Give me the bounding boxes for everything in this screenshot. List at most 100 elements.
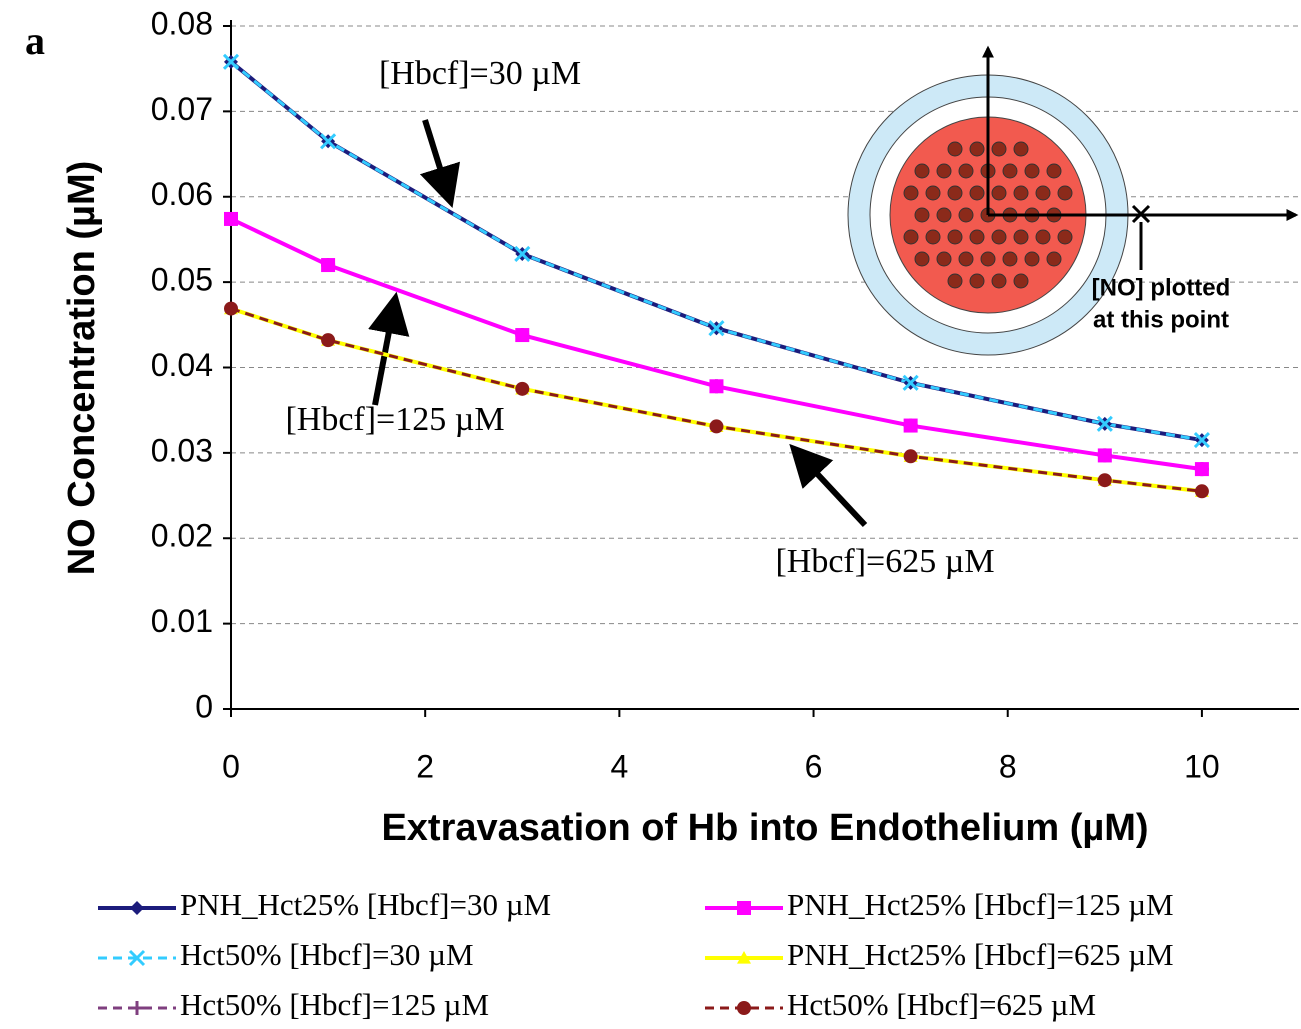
legend-label: Hct50% [Hbcf]=30 µM: [180, 937, 474, 972]
marker: [321, 333, 336, 348]
marker: [224, 301, 238, 316]
red-cell: [1013, 185, 1029, 201]
red-cell: [914, 207, 930, 223]
y-tick-label: 0.07: [151, 91, 213, 127]
y-tick-label: 0.08: [151, 5, 213, 41]
red-cell: [914, 163, 930, 179]
legend-label: PNH_Hct25% [Hbcf]=125 µM: [787, 887, 1174, 922]
red-cell: [947, 229, 963, 245]
red-cell: [1013, 273, 1029, 289]
red-cell: [903, 185, 919, 201]
y-axis-title: NO Concentration (µM): [61, 161, 103, 576]
red-cell: [936, 251, 952, 267]
y-tick-label: 0.03: [151, 432, 213, 468]
red-cell: [980, 251, 996, 267]
red-cell: [1035, 229, 1051, 245]
marker: [903, 418, 918, 433]
red-cell: [903, 229, 919, 245]
marker: [515, 328, 530, 343]
marker: [514, 245, 531, 263]
red-cell: [991, 273, 1007, 289]
red-cell: [1024, 163, 1040, 179]
marker: [1194, 484, 1209, 499]
red-cell: [1024, 251, 1040, 267]
red-cell: [947, 141, 963, 157]
marker: [1097, 448, 1112, 463]
red-cell: [969, 273, 985, 289]
red-cell: [1046, 163, 1062, 179]
red-cell: [991, 141, 1007, 157]
marker: [1096, 415, 1113, 432]
red-cell: [958, 207, 974, 223]
annotation: [Hbcf]=30 µM: [379, 55, 581, 92]
marker: [320, 133, 337, 150]
red-cell: [991, 229, 1007, 245]
red-cell: [936, 163, 952, 179]
legend-marker: [130, 901, 144, 915]
legend-label: Hct50% [Hbcf]=625 µM: [787, 987, 1096, 1022]
annotation: [Hbcf]=125 µM: [285, 401, 504, 438]
red-cell: [1057, 185, 1073, 201]
y-tick-label: 0.02: [151, 518, 213, 554]
marker: [903, 449, 918, 464]
legend-marker: [130, 1001, 144, 1015]
y-tick-label: 0.04: [151, 347, 213, 383]
legend-label: PNH_Hct25% [Hbcf]=625 µM: [787, 937, 1174, 972]
x-tick-label: 0: [222, 748, 240, 784]
red-cell: [1035, 185, 1051, 201]
red-cell: [969, 141, 985, 157]
inset-label: [NO] plotted: [1092, 274, 1231, 301]
panel-label: a: [25, 18, 45, 63]
marker: [321, 258, 336, 273]
legend-label: PNH_Hct25% [Hbcf]=30 µM: [180, 887, 551, 922]
legend-marker: [737, 901, 751, 915]
red-cell: [958, 163, 974, 179]
red-cell: [1013, 229, 1029, 245]
marker: [1194, 462, 1209, 477]
x-tick-label: 6: [805, 748, 823, 784]
inset-label: at this point: [1093, 306, 1229, 333]
red-cell: [925, 229, 941, 245]
y-tick-label: 0.01: [151, 603, 213, 639]
red-cell: [925, 185, 941, 201]
red-cell: [1046, 251, 1062, 267]
marker: [708, 320, 725, 337]
x-tick-label: 4: [610, 748, 628, 784]
marker: [1193, 432, 1210, 449]
marker: [902, 374, 919, 391]
red-cell: [969, 229, 985, 245]
marker: [224, 211, 238, 226]
red-cell: [991, 185, 1007, 201]
annotation: [Hbcf]=625 µM: [775, 543, 994, 580]
red-cells: [903, 141, 1073, 289]
marker: [1097, 473, 1112, 488]
red-cell: [1057, 229, 1073, 245]
red-cell: [1002, 251, 1018, 267]
red-cell: [914, 251, 930, 267]
marker: [709, 419, 724, 434]
x-tick-label: 10: [1184, 748, 1220, 784]
x-tick-label: 2: [416, 748, 434, 784]
y-tick-label: 0.06: [151, 176, 213, 212]
annotation-arrow: [419, 119, 461, 209]
red-cell: [958, 251, 974, 267]
red-cell: [1013, 141, 1029, 157]
legend-marker: [737, 1001, 751, 1015]
red-cell: [969, 185, 985, 201]
marker: [222, 53, 240, 70]
x-tick-label: 8: [999, 748, 1017, 784]
legend-marker: [128, 949, 146, 967]
red-cell: [936, 207, 952, 223]
annotation-arrow: [789, 443, 868, 528]
y-tick-label: 0: [195, 688, 213, 724]
legend-label: Hct50% [Hbcf]=125 µM: [180, 987, 489, 1022]
red-cell: [947, 185, 963, 201]
x-axis-title: Extravasation of Hb into Endothelium (µM…: [381, 807, 1148, 849]
inset-diagram: [NO] plotted at this point: [847, 45, 1299, 356]
marker: [709, 379, 724, 394]
y-tick-label: 0.05: [151, 262, 213, 298]
red-cell: [947, 273, 963, 289]
legend-marker: [737, 951, 751, 964]
point-marker: [1131, 204, 1151, 224]
